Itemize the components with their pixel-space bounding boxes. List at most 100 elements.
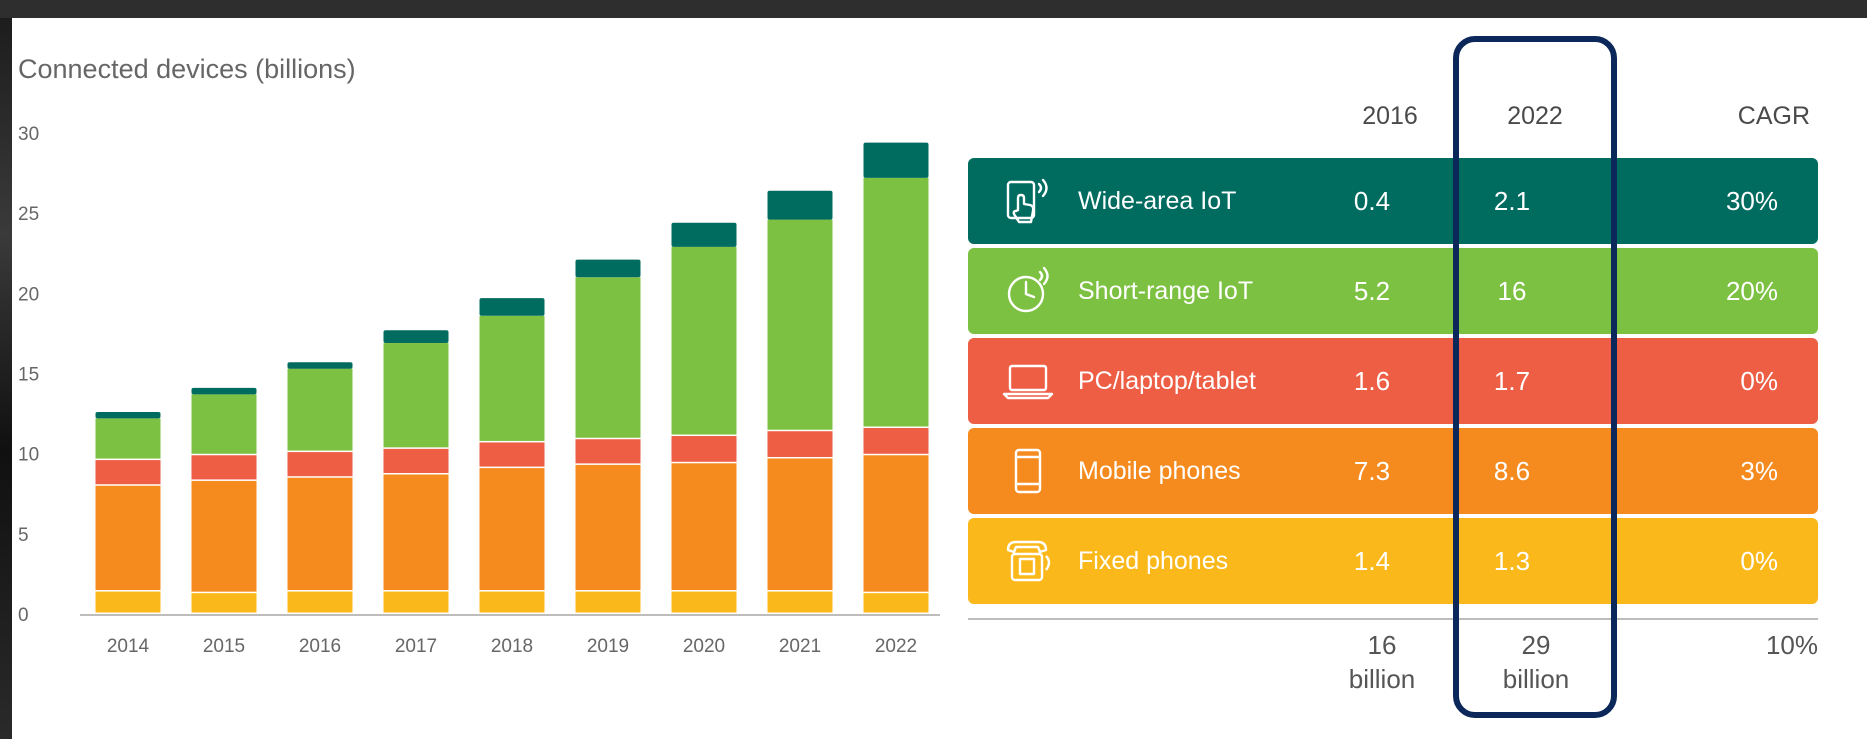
row-label: Short-range IoT xyxy=(1078,277,1254,305)
bar-segment-short-range-iot-2015 xyxy=(191,394,257,454)
bar-segment-mobile-phones-2020 xyxy=(671,463,737,591)
table-row-short-range-iot: Short-range IoT 5.2 16 20% xyxy=(968,248,1818,334)
x-tick-label: 2021 xyxy=(779,636,821,657)
bar-segment-mobile-phones-2015 xyxy=(191,480,257,592)
bar-segment-pc-laptop-tablet-2017 xyxy=(383,448,449,474)
y-tick-label: 20 xyxy=(18,284,39,305)
laptop-icon xyxy=(1002,356,1054,406)
bar-segment-wide-area-iot-2022 xyxy=(863,142,929,178)
bar-segment-short-range-iot-2016 xyxy=(287,368,353,451)
x-tick-label: 2018 xyxy=(491,636,533,657)
row-label: Mobile phones xyxy=(1078,457,1241,485)
value-cagr: 0% xyxy=(1740,366,1778,396)
value-cagr: 30% xyxy=(1725,186,1778,216)
bar-segment-wide-area-iot-2020 xyxy=(671,222,737,247)
value-2022: 1.3 xyxy=(1493,546,1531,576)
x-tick-label: 2014 xyxy=(107,636,150,657)
value-2022: 8.6 xyxy=(1493,456,1531,486)
bar-segment-wide-area-iot-2019 xyxy=(575,259,641,278)
totals-divider xyxy=(968,618,1818,620)
value-2016: 0.4 xyxy=(1353,186,1391,216)
value-cagr: 3% xyxy=(1740,456,1778,486)
bar-segment-fixed-phones-2016 xyxy=(287,591,353,613)
y-tick-label: 10 xyxy=(18,445,39,466)
bar-segment-pc-laptop-tablet-2020 xyxy=(671,436,737,462)
background-edge xyxy=(0,18,12,739)
row-label: Fixed phones xyxy=(1078,547,1229,575)
bar-segment-fixed-phones-2020 xyxy=(671,591,737,613)
bar-segment-pc-laptop-tablet-2022 xyxy=(863,428,929,454)
y-tick-label: 25 xyxy=(18,204,39,225)
bar-segment-short-range-iot-2017 xyxy=(383,343,449,448)
value-2022: 16 xyxy=(1497,276,1527,306)
value-cagr: 0% xyxy=(1740,546,1778,576)
total-2022: 29 billion xyxy=(1466,628,1606,696)
x-tick-label: 2019 xyxy=(587,636,629,657)
chart-title: Connected devices (billions) xyxy=(18,54,356,84)
bar-segment-fixed-phones-2014 xyxy=(95,591,161,613)
x-tick-label: 2016 xyxy=(299,636,341,657)
bar-segment-pc-laptop-tablet-2019 xyxy=(575,439,641,464)
bar-segment-fixed-phones-2018 xyxy=(479,591,545,613)
bar-segment-short-range-iot-2019 xyxy=(575,277,641,438)
smartwatch-wireless-icon xyxy=(1002,266,1054,316)
bar-segment-pc-laptop-tablet-2018 xyxy=(479,442,545,467)
y-tick-label: 30 xyxy=(18,124,39,145)
table-row-wide-area-iot: Wide-area IoT 0.4 2.1 30% xyxy=(968,158,1818,244)
value-2016: 5.2 xyxy=(1353,276,1391,306)
table-row-mobile-phones: Mobile phones 7.3 8.6 3% xyxy=(968,428,1818,514)
value-2022: 1.7 xyxy=(1493,366,1531,396)
total-cagr: 10% xyxy=(1765,630,1818,660)
bar-segment-wide-area-iot-2016 xyxy=(287,362,353,369)
column-header-cagr: CAGR xyxy=(1737,102,1810,130)
x-tick-label: 2022 xyxy=(875,636,917,657)
highlight-2022-column xyxy=(1453,36,1617,718)
bar-segment-fixed-phones-2017 xyxy=(383,591,449,613)
bar-segment-short-range-iot-2020 xyxy=(671,246,737,435)
bar-segment-pc-laptop-tablet-2016 xyxy=(287,452,353,477)
row-label: PC/laptop/tablet xyxy=(1078,367,1256,395)
bar-segment-short-range-iot-2014 xyxy=(95,418,161,459)
bar-segment-mobile-phones-2022 xyxy=(863,455,929,592)
bar-segment-mobile-phones-2019 xyxy=(575,464,641,591)
bar-segment-short-range-iot-2018 xyxy=(479,315,545,441)
y-tick-label: 15 xyxy=(18,365,39,386)
bar-segment-wide-area-iot-2015 xyxy=(191,387,257,395)
bar-segment-mobile-phones-2016 xyxy=(287,477,353,591)
column-header-2022: 2022 xyxy=(1507,102,1563,130)
total-2016: 16 billion xyxy=(1312,628,1452,696)
bar-segment-mobile-phones-2018 xyxy=(479,468,545,591)
total-2022-value: 29 xyxy=(1521,630,1551,660)
x-tick-label: 2017 xyxy=(395,636,437,657)
bar-segment-fixed-phones-2019 xyxy=(575,591,641,613)
bar-segment-mobile-phones-2017 xyxy=(383,474,449,591)
bar-segment-mobile-phones-2014 xyxy=(95,485,161,591)
bar-segment-pc-laptop-tablet-2021 xyxy=(767,431,833,457)
value-2016: 1.6 xyxy=(1353,366,1391,396)
row-label: Wide-area IoT xyxy=(1078,187,1237,215)
total-2022-unit: billion xyxy=(1502,664,1570,694)
bar-segment-short-range-iot-2022 xyxy=(863,177,929,427)
bar-segment-fixed-phones-2021 xyxy=(767,591,833,613)
bar-segment-wide-area-iot-2017 xyxy=(383,330,449,344)
value-2016: 7.3 xyxy=(1353,456,1391,486)
bar-segment-pc-laptop-tablet-2015 xyxy=(191,455,257,480)
value-2016: 1.4 xyxy=(1353,546,1391,576)
bar-segment-fixed-phones-2022 xyxy=(863,593,929,613)
table-row-pc-laptop-tablet: PC/laptop/tablet 1.6 1.7 0% xyxy=(968,338,1818,424)
bar-segment-pc-laptop-tablet-2014 xyxy=(95,460,161,485)
bar-segment-wide-area-iot-2018 xyxy=(479,298,545,316)
stacked-bar-chart: 0 5 10 15 20 25 30 2014 2015 2016 2017 2018 2019 2020… xyxy=(18,124,940,657)
bar-segment-wide-area-iot-2014 xyxy=(95,411,161,419)
x-tick-label: 2020 xyxy=(683,636,725,657)
x-tick-label: 2015 xyxy=(203,636,245,657)
desk-phone-icon xyxy=(1002,536,1054,586)
total-2016-value: 16 xyxy=(1367,630,1397,660)
bar-segment-wide-area-iot-2021 xyxy=(767,190,833,220)
bar-segment-fixed-phones-2015 xyxy=(191,593,257,613)
value-cagr: 20% xyxy=(1725,276,1778,306)
bar-segment-short-range-iot-2021 xyxy=(767,219,833,430)
table-row-fixed-phones: Fixed phones 1.4 1.3 0% xyxy=(968,518,1818,604)
y-tick-label: 5 xyxy=(18,525,29,546)
bar-segment-mobile-phones-2021 xyxy=(767,458,833,591)
